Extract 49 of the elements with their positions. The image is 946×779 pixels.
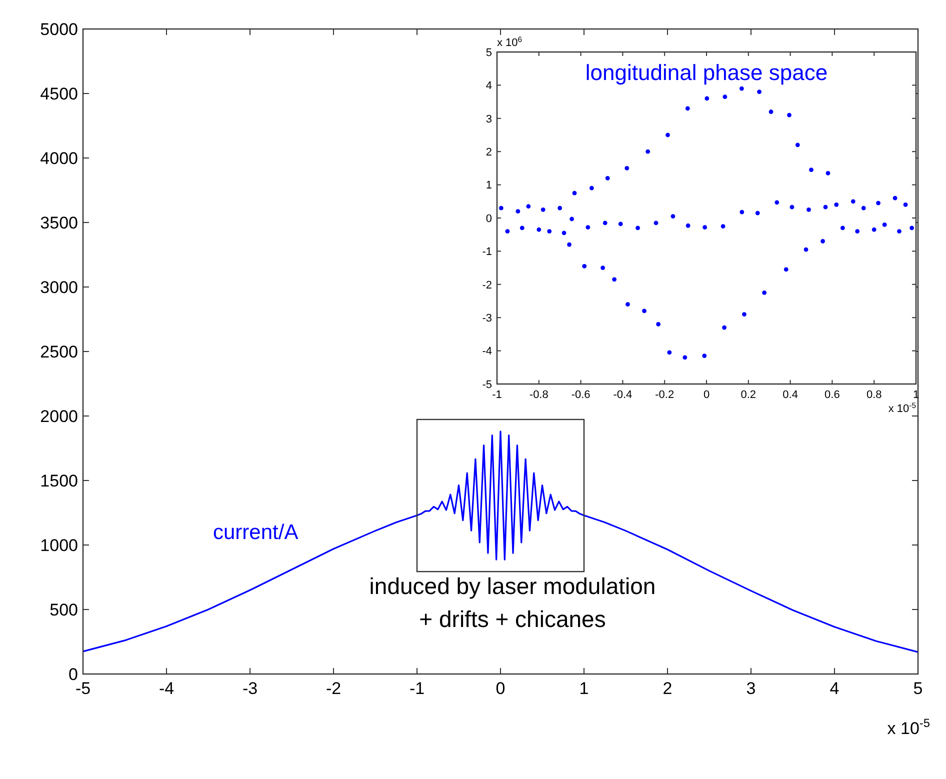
y-tick-label: 4000 xyxy=(40,148,78,168)
annotation: induced by laser modulation xyxy=(369,573,656,599)
y-tick-label: -5 xyxy=(482,378,492,391)
x-tick-label: 0.4 xyxy=(782,389,798,401)
y-tick-label: 5000 xyxy=(40,20,78,39)
x-tick-label: -4 xyxy=(158,679,174,698)
x-tick-label: 5 xyxy=(913,679,923,698)
x-tick-label: 1 xyxy=(579,679,589,698)
x-axis-title: x 10$^{-5}$ xyxy=(888,400,916,415)
line-series xyxy=(82,430,919,653)
chart-title: longitudinal phase space xyxy=(585,60,828,85)
y-tick-label: 2500 xyxy=(40,342,78,362)
x-tick-label: -5 xyxy=(75,679,91,698)
x-tick-label: 0.2 xyxy=(740,389,756,401)
y-tick-label: 1000 xyxy=(40,536,78,555)
x-tick-label: -0.2 xyxy=(655,389,674,401)
y-tick-label: -1 xyxy=(482,246,492,258)
y-tick-label: 4500 xyxy=(40,84,78,104)
y-tick-label: -3 xyxy=(482,312,492,324)
y-tick-label: 0 xyxy=(68,664,78,684)
x-axis-title: x 10$^{-5}$ xyxy=(887,716,930,738)
y-axis-title: x 10$^{6}$ xyxy=(497,34,522,49)
annotation: + drifts + chicanes xyxy=(419,606,606,632)
x-tick-label: -2 xyxy=(326,679,342,698)
y-tick-label: 1500 xyxy=(40,471,78,490)
y-tick-label: 3500 xyxy=(40,213,78,232)
x-tick-label: 0 xyxy=(703,389,710,401)
y-tick-label: 1 xyxy=(486,180,492,192)
x-tick-label: -3 xyxy=(242,679,258,698)
x-tick-label: -0.8 xyxy=(529,389,548,401)
x-tick-label: 2 xyxy=(662,679,672,698)
y-tick-label: 0 xyxy=(486,212,492,225)
y-tick-label: -4 xyxy=(482,346,492,358)
x-tick-label: 0.8 xyxy=(866,389,882,401)
x-tick-label: -0.6 xyxy=(571,389,590,401)
y-tick-label: 500 xyxy=(50,600,78,620)
x-tick-label: -0.4 xyxy=(613,389,632,401)
x-tick-label: 4 xyxy=(830,679,840,698)
y-tick-label: 2 xyxy=(486,146,492,158)
x-tick-label: 0.6 xyxy=(824,389,840,401)
y-tick-label: 3 xyxy=(486,113,492,126)
y-tick-label: 2000 xyxy=(40,406,78,426)
y-tick-label: 4 xyxy=(486,80,492,92)
series-label: current/A xyxy=(213,521,298,544)
y-tick-label: 3000 xyxy=(40,278,78,297)
x-tick-label: 3 xyxy=(746,679,756,698)
y-tick-label: -2 xyxy=(482,279,492,292)
x-tick-label: -1 xyxy=(409,679,425,698)
y-tick-label: 5 xyxy=(486,46,492,59)
